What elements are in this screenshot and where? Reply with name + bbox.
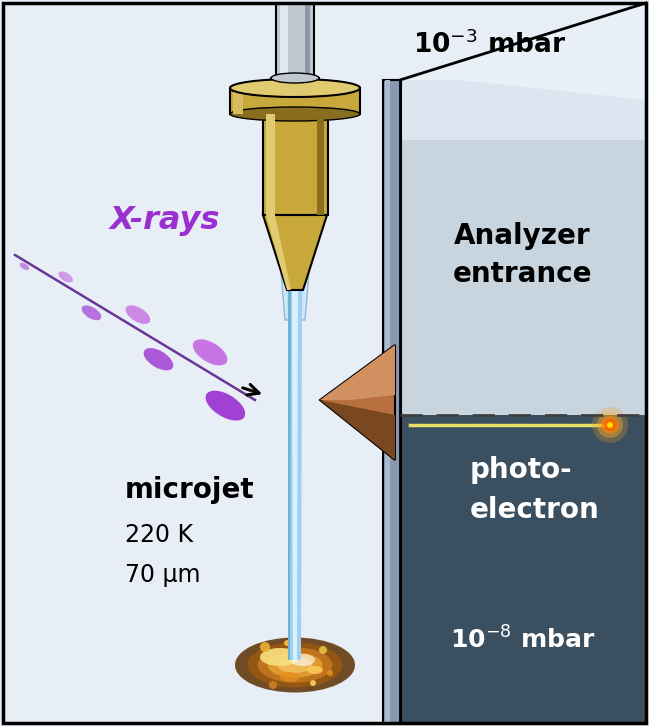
Ellipse shape (271, 73, 319, 83)
Ellipse shape (280, 672, 300, 682)
Text: Analyzer
entrance: Analyzer entrance (452, 221, 592, 288)
Bar (305, 3, 310, 90)
Text: 220 K: 220 K (125, 523, 193, 547)
Bar (383, 80, 401, 723)
Bar (230, 88, 360, 114)
Text: 10$^{-8}$ mbar: 10$^{-8}$ mbar (450, 627, 595, 653)
Ellipse shape (291, 654, 315, 666)
Bar (317, 114, 324, 215)
Polygon shape (400, 3, 646, 140)
Ellipse shape (193, 339, 227, 365)
Ellipse shape (230, 79, 360, 97)
Circle shape (607, 422, 613, 428)
Polygon shape (288, 290, 302, 660)
Ellipse shape (247, 643, 343, 688)
Circle shape (327, 670, 333, 676)
Polygon shape (285, 260, 305, 320)
Polygon shape (266, 215, 291, 290)
Polygon shape (292, 290, 298, 660)
Bar (266, 114, 275, 215)
Polygon shape (280, 260, 310, 320)
Polygon shape (400, 3, 646, 415)
Bar (280, 3, 288, 90)
Ellipse shape (258, 648, 332, 682)
Ellipse shape (235, 637, 355, 693)
Polygon shape (320, 400, 395, 460)
Text: 10$^{-3}$ mbar: 10$^{-3}$ mbar (413, 30, 567, 60)
Ellipse shape (82, 306, 101, 320)
Circle shape (604, 419, 616, 431)
Ellipse shape (19, 263, 29, 270)
Ellipse shape (143, 348, 173, 370)
Text: photo-
electron: photo- electron (470, 457, 600, 523)
Bar (233, 88, 243, 114)
Ellipse shape (267, 653, 323, 677)
Polygon shape (320, 345, 395, 460)
Ellipse shape (278, 657, 313, 673)
Circle shape (319, 646, 327, 654)
Circle shape (284, 640, 290, 646)
Polygon shape (400, 415, 646, 723)
Bar (385, 80, 390, 723)
Bar (271, 78, 319, 93)
Circle shape (601, 416, 619, 434)
Bar (276, 3, 314, 90)
Ellipse shape (307, 666, 323, 674)
Ellipse shape (260, 648, 300, 666)
Bar (263, 114, 328, 215)
Circle shape (310, 680, 316, 686)
Text: 70 μm: 70 μm (125, 563, 201, 587)
Circle shape (269, 681, 277, 689)
Ellipse shape (125, 306, 150, 324)
Ellipse shape (230, 107, 360, 121)
Polygon shape (263, 215, 327, 290)
Text: X-rays: X-rays (110, 205, 221, 235)
Text: microjet: microjet (125, 476, 254, 504)
Ellipse shape (58, 272, 73, 282)
Polygon shape (288, 290, 291, 660)
Ellipse shape (206, 391, 245, 420)
Polygon shape (320, 345, 395, 400)
Circle shape (597, 412, 623, 438)
Circle shape (592, 407, 628, 443)
Polygon shape (400, 3, 646, 100)
Circle shape (260, 642, 270, 652)
